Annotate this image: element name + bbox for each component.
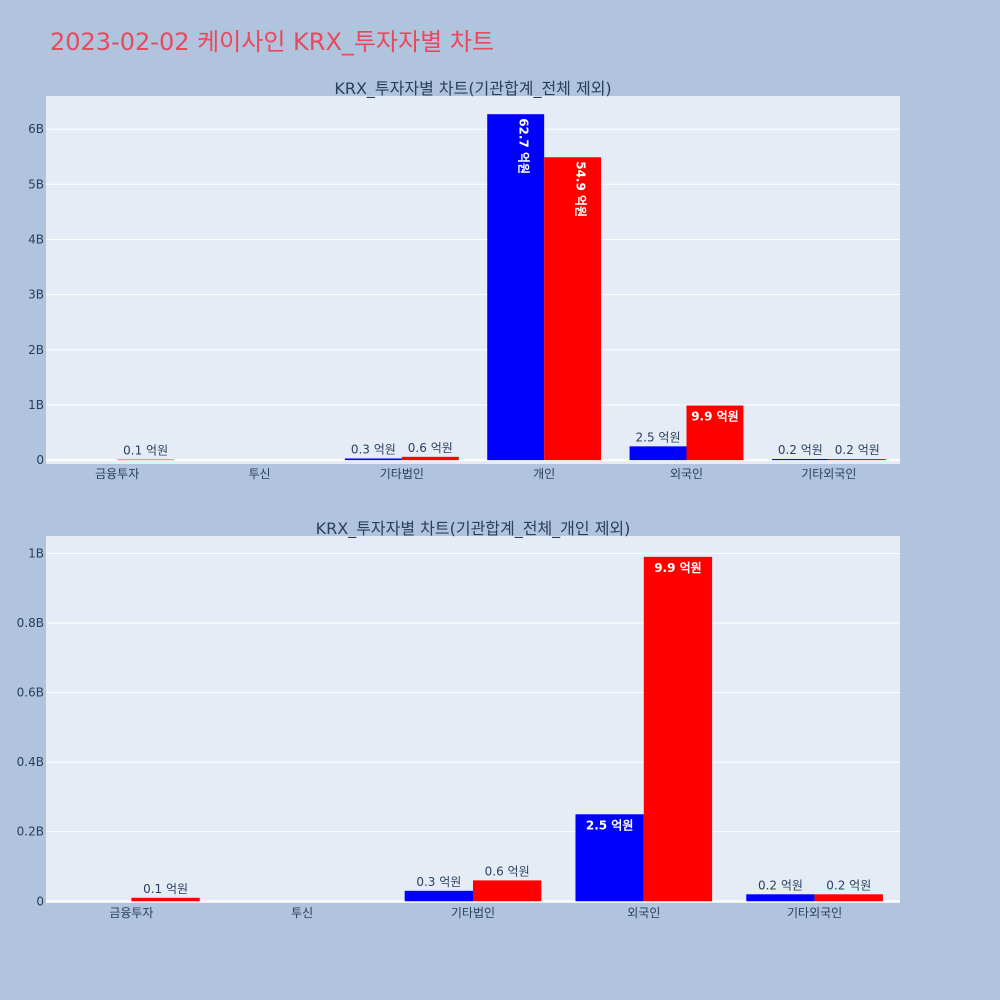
bar-series-b (131, 897, 200, 902)
plot-area (46, 96, 900, 464)
data-label: 0.2 억원 (758, 878, 803, 892)
y-tick-label: 0.4B (17, 755, 44, 769)
data-label: 0.3 억원 (416, 875, 461, 889)
plot-area (46, 536, 900, 903)
bar-series-b (686, 405, 744, 461)
data-label: 9.9 억원 (654, 561, 702, 575)
y-tick-label: 0 (36, 894, 44, 908)
bar-series-b (643, 556, 713, 902)
bar-series-b (117, 459, 175, 461)
page-title: 2023-02-02 케이사인 KRX_투자자별 차트 (50, 28, 495, 56)
data-label: 2.5 억원 (586, 818, 634, 832)
bar-series-b (401, 456, 459, 461)
bar-series-a (487, 114, 545, 461)
y-tick-label: 0.8B (17, 616, 44, 630)
y-tick-label: 2B (28, 343, 44, 357)
bar-series-a (771, 459, 829, 461)
chart-title: KRX_투자자별 차트(기관합계_전체 제외) (334, 79, 611, 99)
x-tick-label: 기타법인 (451, 906, 495, 920)
y-tick-label: 0 (36, 453, 44, 467)
data-label: 0.2 억원 (778, 443, 823, 457)
bar-series-b (473, 880, 542, 902)
data-label: 54.9 억원 (574, 161, 588, 217)
y-tick-label: 0.2B (17, 825, 44, 839)
x-tick-label: 기타외국인 (787, 906, 842, 920)
bar-series-b (814, 894, 883, 902)
chart-bottom: 0 0.2B 0.4B 0.6B 0.8B 1B KRX_투자자별 차트(기관합계_전체_개… (17, 519, 900, 920)
x-tick-label: 외국인 (670, 467, 703, 481)
y-tick-label: 6B (28, 122, 44, 136)
data-label: 0.3 억원 (351, 442, 396, 456)
data-label: 0.1 억원 (123, 444, 168, 458)
x-tick-label: 금융투자 (109, 906, 153, 920)
bar-series-b (544, 157, 602, 461)
y-tick-label: 1B (28, 398, 44, 412)
y-tick-label: 1B (28, 546, 44, 560)
y-tick-label: 3B (28, 288, 44, 302)
bar-series-a (575, 814, 644, 902)
data-label: 62.7 억원 (517, 118, 531, 174)
bar-series-a (404, 890, 473, 902)
data-label: 0.6 억원 (408, 441, 453, 455)
chart-title: KRX_투자자별 차트(기관합계_전체_개인 제외) (316, 519, 631, 539)
data-label: 0.2 억원 (835, 443, 880, 457)
y-tick-label: 0.6B (17, 686, 44, 700)
x-tick-label: 투신 (248, 467, 270, 481)
x-tick-label: 외국인 (627, 906, 660, 920)
y-tick-label: 5B (28, 177, 44, 191)
bar-series-a (629, 446, 687, 461)
x-tick-label: 기타법인 (380, 467, 424, 481)
x-tick-label: 기타외국인 (801, 467, 856, 481)
data-label: 0.6 억원 (485, 864, 530, 878)
bar-series-a (344, 458, 402, 461)
data-label: 2.5 억원 (636, 430, 681, 444)
data-label: 0.2 억원 (826, 878, 871, 892)
x-tick-label: 투신 (291, 906, 313, 920)
bar-series-b (828, 459, 886, 461)
x-tick-label: 금융투자 (95, 467, 139, 481)
chart-top: 0 1B 2B 3B 4B 5B 6B KRX_투자자별 차트(기관합계_전체 제외) 금융투자… (28, 79, 900, 481)
data-label: 0.1 억원 (143, 882, 188, 896)
y-tick-label: 4B (28, 232, 44, 246)
x-tick-label: 개인 (533, 467, 555, 481)
bar-series-a (746, 894, 815, 902)
data-label: 9.9 억원 (691, 410, 739, 424)
